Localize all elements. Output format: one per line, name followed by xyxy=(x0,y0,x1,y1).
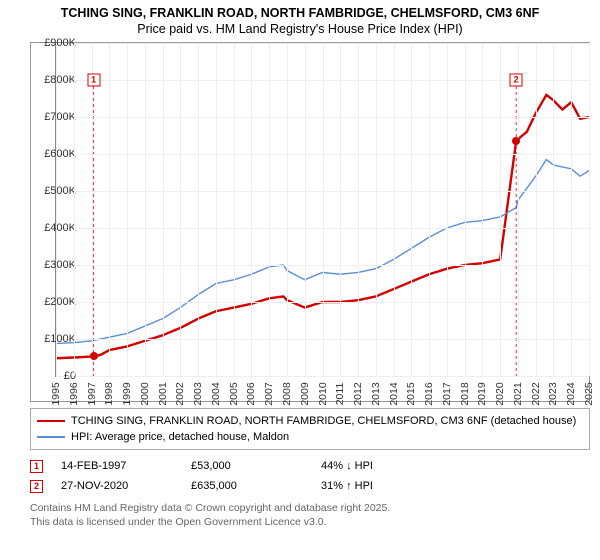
xtick-label: 2017 xyxy=(441,382,453,405)
gridline-v xyxy=(518,43,519,376)
gridline-v xyxy=(145,43,146,376)
xtick-label: 1998 xyxy=(103,382,115,405)
xtick-label: 2023 xyxy=(547,382,559,405)
legend-label: HPI: Average price, detached house, Mald… xyxy=(71,431,289,443)
gridline-v xyxy=(589,43,590,376)
xtick-label: 2004 xyxy=(210,382,222,405)
xtick-label: 2016 xyxy=(423,382,435,405)
xtick-label: 2007 xyxy=(263,382,275,405)
title-block: TCHING SING, FRANKLIN ROAD, NORTH FAMBRI… xyxy=(0,0,600,38)
xtick-label: 2014 xyxy=(388,382,400,405)
xtick-label: 2005 xyxy=(228,382,240,405)
xtick-label: 2002 xyxy=(174,382,186,405)
xtick-label: 1997 xyxy=(86,382,98,405)
sale-delta: 44% ↓ HPI xyxy=(321,460,451,472)
gridline-v xyxy=(216,43,217,376)
footer: Contains HM Land Registry data © Crown c… xyxy=(30,502,590,529)
xtick-label: 2010 xyxy=(317,382,329,405)
gridline-v xyxy=(411,43,412,376)
footer-line2: This data is licensed under the Open Gov… xyxy=(30,516,590,530)
gridline-v xyxy=(287,43,288,376)
gridline-v xyxy=(92,43,93,376)
gridline-v xyxy=(198,43,199,376)
gridline-v xyxy=(340,43,341,376)
gridline-v xyxy=(500,43,501,376)
xtick-label: 1996 xyxy=(68,382,80,405)
legend-row: HPI: Average price, detached house, Mald… xyxy=(37,429,583,445)
xtick-label: 2022 xyxy=(530,382,542,405)
title-line2: Price paid vs. HM Land Registry's House … xyxy=(8,22,592,36)
legend-label: TCHING SING, FRANKLIN ROAD, NORTH FAMBRI… xyxy=(71,415,576,427)
gridline-v xyxy=(447,43,448,376)
xtick-label: 2024 xyxy=(565,382,577,405)
sale-price: £635,000 xyxy=(191,480,321,492)
legend-swatch xyxy=(37,420,65,422)
gridline-v xyxy=(56,43,57,376)
gridline-v xyxy=(394,43,395,376)
xtick-label: 2020 xyxy=(494,382,506,405)
legend: TCHING SING, FRANKLIN ROAD, NORTH FAMBRI… xyxy=(30,408,590,450)
gridline-v xyxy=(269,43,270,376)
xtick-label: 2015 xyxy=(405,382,417,405)
gridline-v xyxy=(571,43,572,376)
gridline-v xyxy=(536,43,537,376)
gridline-v xyxy=(465,43,466,376)
xtick-label: 2011 xyxy=(334,383,346,406)
gridline-v xyxy=(376,43,377,376)
sales-table: 1 14-FEB-1997£53,00044% ↓ HPI 2 27-NOV-2020… xyxy=(30,456,590,496)
sale-date: 14-FEB-1997 xyxy=(61,460,191,472)
xtick-label: 1999 xyxy=(121,382,133,405)
xtick-label: 2009 xyxy=(299,382,311,405)
sale-marker-dot xyxy=(90,352,98,360)
sale-marker-box: 2 xyxy=(30,480,43,493)
footer-line1: Contains HM Land Registry data © Crown c… xyxy=(30,502,590,516)
legend-row: TCHING SING, FRANKLIN ROAD, NORTH FAMBRI… xyxy=(37,413,583,429)
gridline-v xyxy=(251,43,252,376)
title-line1: TCHING SING, FRANKLIN ROAD, NORTH FAMBRI… xyxy=(8,6,592,20)
gridline-h xyxy=(56,376,589,377)
gridline-v xyxy=(180,43,181,376)
gridline-v xyxy=(109,43,110,376)
sale-delta: 31% ↑ HPI xyxy=(321,480,451,492)
gridline-v xyxy=(305,43,306,376)
gridline-v xyxy=(74,43,75,376)
legend-swatch xyxy=(37,436,65,437)
gridline-v xyxy=(482,43,483,376)
annotation-box: 1 xyxy=(87,74,100,87)
gridline-v xyxy=(429,43,430,376)
sale-row: 2 27-NOV-2020£635,00031% ↑ HPI xyxy=(30,476,590,496)
xtick-label: 2025 xyxy=(583,382,595,405)
xtick-label: 2012 xyxy=(352,382,364,405)
gridline-v xyxy=(234,43,235,376)
xtick-label: 1995 xyxy=(50,382,62,405)
annotation-box: 2 xyxy=(510,74,523,87)
xtick-label: 2021 xyxy=(512,382,524,405)
xtick-label: 2003 xyxy=(192,382,204,405)
sale-marker-dot xyxy=(512,137,520,145)
sale-price: £53,000 xyxy=(191,460,321,472)
xtick-label: 2006 xyxy=(245,382,257,405)
sale-date: 27-NOV-2020 xyxy=(61,480,191,492)
sale-marker-box: 1 xyxy=(30,460,43,473)
xtick-label: 2001 xyxy=(157,382,169,405)
gridline-v xyxy=(358,43,359,376)
xtick-label: 2019 xyxy=(476,382,488,405)
gridline-v xyxy=(127,43,128,376)
chart-container: TCHING SING, FRANKLIN ROAD, NORTH FAMBRI… xyxy=(0,0,600,560)
gridline-v xyxy=(323,43,324,376)
xtick-label: 2013 xyxy=(370,382,382,405)
gridline-v xyxy=(163,43,164,376)
sale-row: 1 14-FEB-1997£53,00044% ↓ HPI xyxy=(30,456,590,476)
xtick-label: 2008 xyxy=(281,382,293,405)
chart-area: £0£100K£200K£300K£400K£500K£600K£700K£80… xyxy=(30,42,590,402)
gridline-v xyxy=(553,43,554,376)
xtick-label: 2018 xyxy=(459,382,471,405)
plot-region: £0£100K£200K£300K£400K£500K£600K£700K£80… xyxy=(55,43,589,377)
xtick-label: 2000 xyxy=(139,382,151,405)
